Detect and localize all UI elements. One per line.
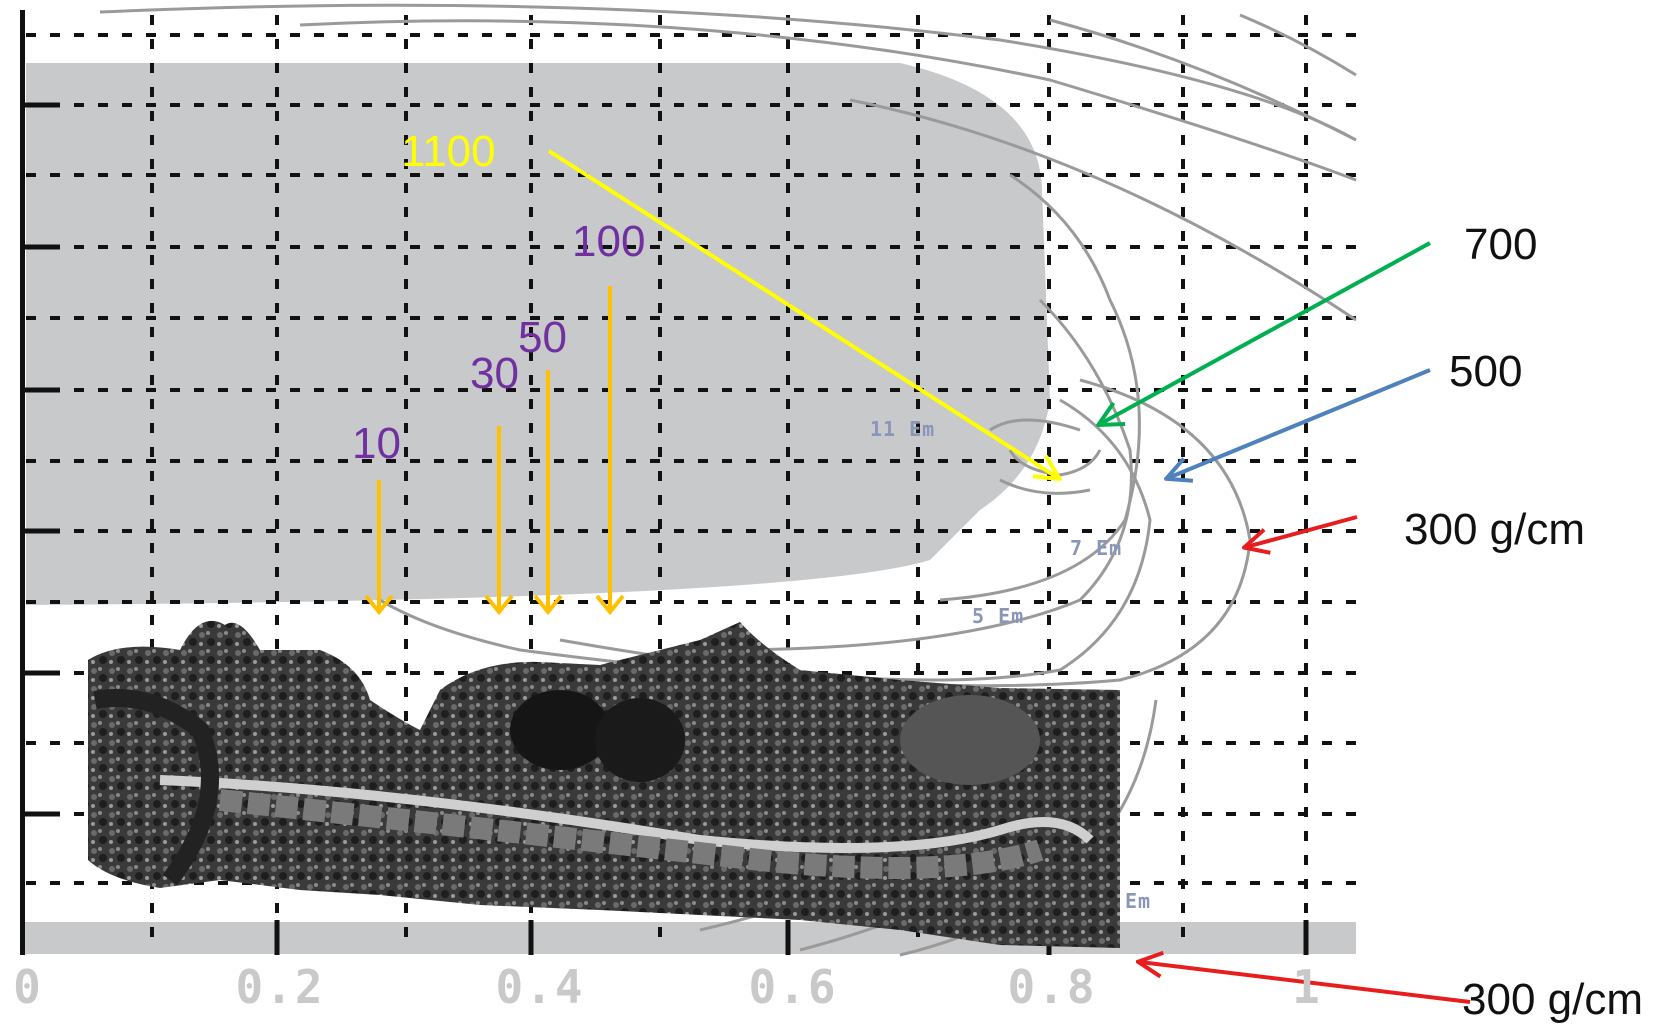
label-100: 100 xyxy=(572,217,646,266)
contour-label-5em: 5 Em xyxy=(972,604,1024,628)
label-700: 700 xyxy=(1464,220,1538,269)
contour-label-7em: 7 Em xyxy=(1070,536,1122,560)
x-tick-label-0.8: 0.8 xyxy=(1007,960,1097,1014)
yellow-arrow xyxy=(547,149,1058,478)
orange-arrows xyxy=(364,286,625,616)
label-10: 10 xyxy=(352,419,401,468)
x-tick-label-1: 1 xyxy=(1292,960,1322,1014)
left-axis xyxy=(20,10,25,955)
mri-body-image xyxy=(88,620,1120,948)
label-300-upper: 300 g/cm xyxy=(1404,505,1585,554)
contour-label-11em: 11 Em xyxy=(870,417,935,441)
contour-label-em: Em xyxy=(1125,889,1151,913)
label-1100: 1100 xyxy=(401,127,496,176)
x-tick-label-0.4: 0.4 xyxy=(495,960,585,1014)
contour-labels: 11 Em 7 Em 5 Em Em xyxy=(870,417,1151,913)
x-tick-label-0.2: 0.2 xyxy=(235,960,325,1014)
gray-dose-region xyxy=(26,63,1050,605)
x-tick-label-0: 0 xyxy=(13,960,43,1014)
left-axis-ticks xyxy=(22,102,60,817)
label-300-lower: 300 g/cm xyxy=(1462,975,1643,1024)
label-50: 50 xyxy=(518,313,567,362)
label-30: 30 xyxy=(470,349,519,398)
blue-arrow xyxy=(1168,368,1431,478)
x-tick-label-0.6: 0.6 xyxy=(748,960,838,1014)
label-500: 500 xyxy=(1449,347,1523,396)
green-arrow xyxy=(1100,241,1431,424)
red-arrow-lower xyxy=(1140,962,1471,1004)
red-arrow-upper xyxy=(1246,515,1358,547)
bottom-band xyxy=(24,922,1356,954)
